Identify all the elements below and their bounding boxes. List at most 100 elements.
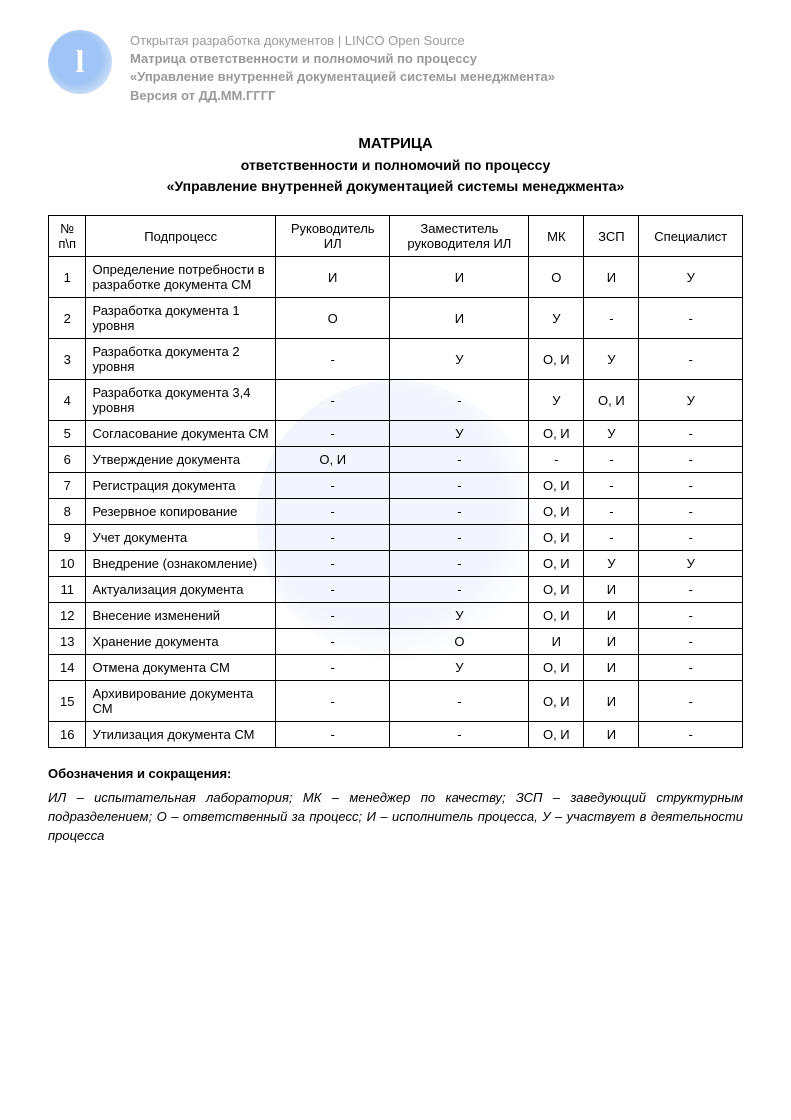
cell-role-value: О, И [529, 577, 584, 603]
cell-role-value: И [584, 681, 639, 722]
cell-role-value: У [529, 298, 584, 339]
table-row: 5Согласование документа СМ-УО, ИУ- [49, 421, 743, 447]
cell-role-value: - [275, 525, 390, 551]
cell-role-value: И [584, 577, 639, 603]
doc-title-sub1: ответственности и полномочий по процессу [48, 155, 743, 176]
cell-subprocess: Учет документа [86, 525, 275, 551]
cell-role-value: У [639, 551, 743, 577]
cell-number: 4 [49, 380, 86, 421]
cell-subprocess: Утверждение документа [86, 447, 275, 473]
cell-subprocess: Внедрение (ознакомление) [86, 551, 275, 577]
cell-role-value: У [390, 421, 529, 447]
cell-role-value: О, И [529, 499, 584, 525]
cell-subprocess: Разработка документа 1 уровня [86, 298, 275, 339]
cell-role-value: - [529, 447, 584, 473]
page: l Открытая разработка документов | LINCO… [0, 0, 791, 1120]
cell-role-value: О, И [275, 447, 390, 473]
legend-title: Обозначения и сокращения: [48, 766, 743, 781]
cell-number: 8 [49, 499, 86, 525]
cell-number: 13 [49, 629, 86, 655]
document-title-block: МАТРИЦА ответственности и полномочий по … [48, 133, 743, 198]
cell-role-value: - [275, 473, 390, 499]
table-row: 7Регистрация документа--О, И-- [49, 473, 743, 499]
col-header-role3: МК [529, 216, 584, 257]
cell-role-value: - [639, 603, 743, 629]
cell-role-value: - [584, 473, 639, 499]
cell-role-value: - [275, 577, 390, 603]
cell-subprocess: Актуализация документа [86, 577, 275, 603]
cell-role-value: У [639, 380, 743, 421]
cell-role-value: - [639, 629, 743, 655]
cell-subprocess: Отмена документа СМ [86, 655, 275, 681]
cell-subprocess: Утилизация документа СМ [86, 722, 275, 748]
cell-role-value: О, И [529, 339, 584, 380]
col-header-role2: Заместитель руководителя ИЛ [390, 216, 529, 257]
cell-role-value: - [390, 525, 529, 551]
cell-subprocess: Регистрация документа [86, 473, 275, 499]
cell-role-value: - [275, 629, 390, 655]
cell-role-value: И [529, 629, 584, 655]
cell-number: 12 [49, 603, 86, 629]
cell-role-value: - [390, 473, 529, 499]
cell-role-value: - [639, 447, 743, 473]
cell-role-value: О [529, 257, 584, 298]
cell-role-value: И [390, 298, 529, 339]
cell-role-value: - [639, 339, 743, 380]
cell-role-value: - [275, 339, 390, 380]
cell-role-value: - [275, 380, 390, 421]
cell-number: 16 [49, 722, 86, 748]
cell-role-value: О, И [529, 551, 584, 577]
cell-subprocess: Согласование документа СМ [86, 421, 275, 447]
cell-role-value: - [639, 577, 743, 603]
cell-role-value: - [639, 421, 743, 447]
cell-role-value: У [584, 551, 639, 577]
table-row: 11Актуализация документа--О, ИИ- [49, 577, 743, 603]
cell-number: 1 [49, 257, 86, 298]
cell-role-value: - [390, 551, 529, 577]
cell-number: 9 [49, 525, 86, 551]
cell-role-value: О, И [529, 655, 584, 681]
col-header-subprocess: Подпроцесс [86, 216, 275, 257]
table-row: 3Разработка документа 2 уровня-УО, ИУ- [49, 339, 743, 380]
cell-role-value: О, И [529, 525, 584, 551]
cell-role-value: - [390, 499, 529, 525]
header-version: Версия от ДД.ММ.ГГГГ [130, 87, 555, 105]
cell-number: 15 [49, 681, 86, 722]
cell-role-value: У [390, 339, 529, 380]
cell-role-value: - [390, 380, 529, 421]
cell-subprocess: Внесение изменений [86, 603, 275, 629]
cell-role-value: У [584, 339, 639, 380]
cell-role-value: - [275, 655, 390, 681]
table-row: 12Внесение изменений-УО, ИИ- [49, 603, 743, 629]
cell-subprocess: Определение потребности в разработке док… [86, 257, 275, 298]
cell-role-value: - [639, 499, 743, 525]
table-row: 13Хранение документа-ОИИ- [49, 629, 743, 655]
cell-role-value: О [390, 629, 529, 655]
cell-role-value: - [639, 722, 743, 748]
cell-role-value: У [584, 421, 639, 447]
cell-role-value: - [639, 655, 743, 681]
col-header-role1: Руководитель ИЛ [275, 216, 390, 257]
cell-role-value: - [275, 499, 390, 525]
doc-title-main: МАТРИЦА [48, 133, 743, 156]
table-row: 1Определение потребности в разработке до… [49, 257, 743, 298]
cell-role-value: О, И [529, 421, 584, 447]
cell-subprocess: Разработка документа 2 уровня [86, 339, 275, 380]
cell-role-value: И [584, 629, 639, 655]
cell-subprocess: Разработка документа 3,4 уровня [86, 380, 275, 421]
cell-role-value: У [390, 603, 529, 629]
cell-role-value: - [275, 603, 390, 629]
cell-role-value: И [390, 257, 529, 298]
cell-role-value: - [275, 421, 390, 447]
cell-role-value: О, И [529, 681, 584, 722]
cell-subprocess: Архивирование документа СМ [86, 681, 275, 722]
cell-role-value: - [584, 499, 639, 525]
page-header: l Открытая разработка документов | LINCO… [48, 30, 743, 105]
cell-subprocess: Резервное копирование [86, 499, 275, 525]
table-row: 6Утверждение документаО, И---- [49, 447, 743, 473]
table-row: 9Учет документа--О, И-- [49, 525, 743, 551]
table-row: 14Отмена документа СМ-УО, ИИ- [49, 655, 743, 681]
cell-number: 6 [49, 447, 86, 473]
cell-role-value: И [584, 603, 639, 629]
header-source-line: Открытая разработка документов | LINCO O… [130, 32, 555, 50]
